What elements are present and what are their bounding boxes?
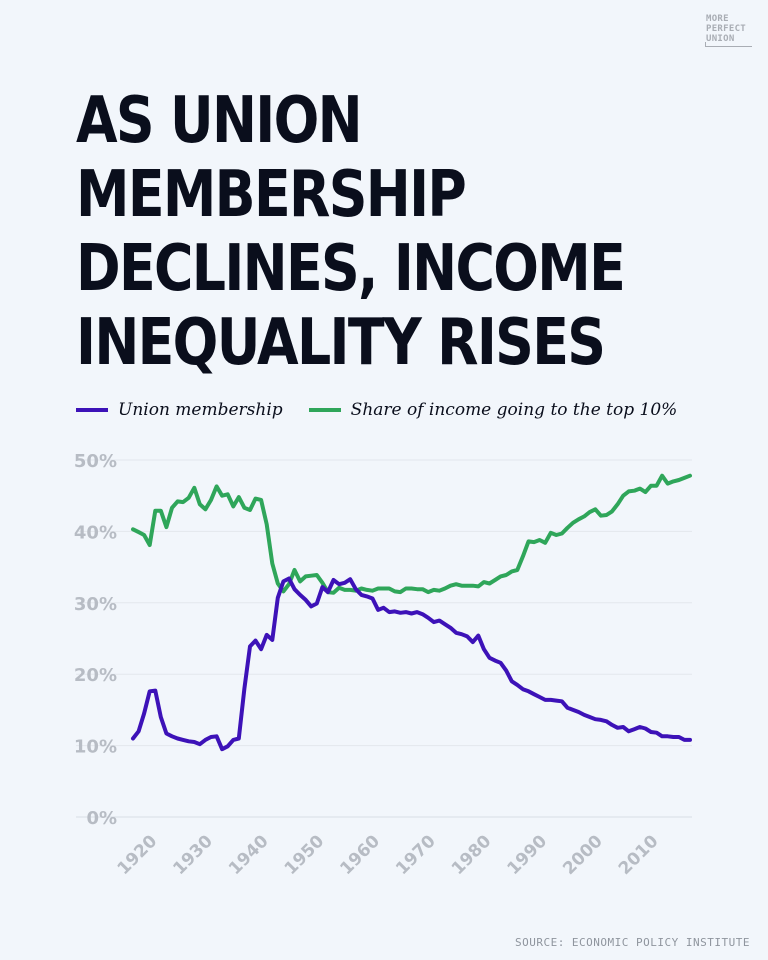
x-tick-label: 1970 (392, 831, 440, 879)
x-tick-label: 2010 (615, 831, 663, 879)
logo-line: PERFECT (706, 24, 747, 34)
logo-line: UNION (706, 34, 735, 44)
source-note: SOURCE: ECONOMIC POLICY INSTITUTE (514, 936, 750, 949)
series-line-income-share (131, 473, 692, 595)
x-tick-label: 2000 (559, 831, 607, 879)
title-line: MEMBERSHIP (76, 158, 467, 232)
series-line-union-membership (131, 576, 692, 752)
x-tick-label: 1960 (336, 831, 384, 879)
y-tick-label: 10% (74, 737, 117, 758)
legend-label-union: Union membership (118, 400, 283, 420)
y-tick-label: 0% (86, 808, 117, 829)
legend-swatch-share (308, 408, 341, 412)
logo-line: MORE (706, 14, 729, 24)
legend-label-share: Share of income going to the top 10% (350, 400, 678, 420)
y-tick-label: 30% (74, 594, 117, 615)
x-tick-label: 1920 (114, 831, 162, 879)
x-tick-label: 1980 (448, 831, 496, 879)
x-tick-label: 1940 (225, 831, 273, 879)
x-tick-label: 1930 (169, 831, 217, 879)
line-chart: 0% 10% 20% 30% 40% 50% 1920 1930 1940 1950 1960 197… (74, 451, 692, 879)
x-tick-label: 1950 (281, 831, 329, 879)
brand-logo: MORE PERFECT UNION (705, 14, 754, 47)
chart-title: AS UNION MEMBERSHIP DECLINES, INCOME INE… (76, 84, 630, 380)
y-tick-label: 20% (74, 665, 117, 686)
title-line: INEQUALITY RISES (76, 306, 606, 380)
y-tick-label: 50% (74, 451, 117, 472)
legend-swatch-union (76, 408, 108, 412)
logo-rule (705, 42, 752, 47)
y-tick-label: 40% (74, 522, 117, 543)
x-tick-label: 1990 (504, 831, 552, 879)
title-line: DECLINES, INCOME (76, 232, 626, 306)
legend-item-share: Share of income going to the top 10% (308, 400, 678, 420)
legend-item-union: Union membership (76, 400, 283, 420)
chart-legend: Union membership Share of income going t… (76, 396, 703, 424)
title-line: AS UNION (76, 84, 363, 158)
